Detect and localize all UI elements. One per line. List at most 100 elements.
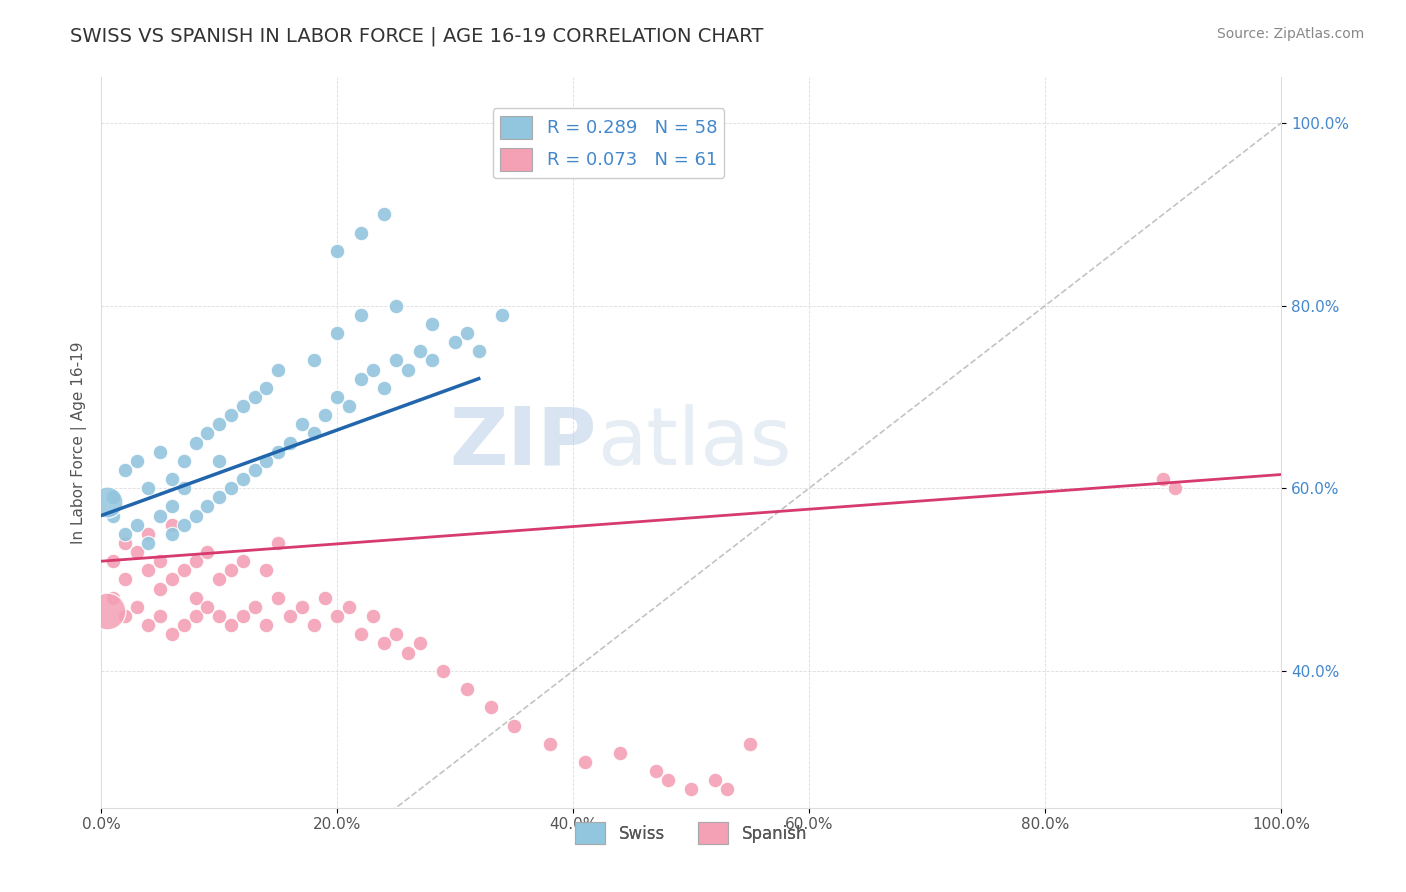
Point xyxy=(361,609,384,624)
Point xyxy=(291,599,314,614)
Point xyxy=(114,609,136,624)
Point xyxy=(160,472,183,486)
Point xyxy=(184,591,207,605)
Point xyxy=(373,381,395,395)
Text: SWISS VS SPANISH IN LABOR FORCE | AGE 16-19 CORRELATION CHART: SWISS VS SPANISH IN LABOR FORCE | AGE 16… xyxy=(70,27,763,46)
Point xyxy=(479,700,502,714)
Point xyxy=(195,599,218,614)
Point xyxy=(208,417,231,432)
Point xyxy=(160,526,183,541)
Point xyxy=(160,627,183,641)
Point xyxy=(195,500,218,514)
Point xyxy=(114,526,136,541)
Point xyxy=(195,426,218,441)
Point xyxy=(278,435,301,450)
Point xyxy=(125,599,148,614)
Point xyxy=(208,491,231,505)
Point xyxy=(125,545,148,559)
Point xyxy=(173,563,195,577)
Point xyxy=(491,308,513,322)
Text: Source: ZipAtlas.com: Source: ZipAtlas.com xyxy=(1216,27,1364,41)
Point xyxy=(173,517,195,532)
Point xyxy=(456,326,478,340)
Point xyxy=(208,609,231,624)
Point xyxy=(385,353,408,368)
Point xyxy=(302,353,325,368)
Point xyxy=(101,491,124,505)
Point xyxy=(254,618,277,632)
Point xyxy=(101,591,124,605)
Point xyxy=(644,764,666,779)
Point xyxy=(149,609,172,624)
Point xyxy=(609,746,631,760)
Point xyxy=(173,481,195,495)
Point xyxy=(1152,472,1174,486)
Point xyxy=(114,536,136,550)
Point xyxy=(373,636,395,650)
Point xyxy=(302,426,325,441)
Point xyxy=(254,381,277,395)
Point xyxy=(208,573,231,587)
Point xyxy=(160,573,183,587)
Point xyxy=(232,609,254,624)
Point xyxy=(114,573,136,587)
Point xyxy=(243,463,266,477)
Point xyxy=(254,454,277,468)
Point xyxy=(432,664,454,678)
Point xyxy=(101,508,124,523)
Point xyxy=(149,508,172,523)
Point xyxy=(385,627,408,641)
Point xyxy=(740,737,762,751)
Point xyxy=(1164,481,1187,495)
Point xyxy=(420,353,443,368)
Point xyxy=(314,591,336,605)
Point xyxy=(232,399,254,413)
Point xyxy=(574,755,596,769)
Point xyxy=(184,554,207,568)
Point xyxy=(160,500,183,514)
Point xyxy=(291,417,314,432)
Point xyxy=(657,773,679,788)
Text: atlas: atlas xyxy=(596,403,792,482)
Point xyxy=(254,563,277,577)
Point xyxy=(149,582,172,596)
Point xyxy=(314,408,336,422)
Legend: Swiss, Spanish: Swiss, Spanish xyxy=(568,815,814,850)
Point xyxy=(538,737,561,751)
Point xyxy=(326,244,349,258)
Point xyxy=(267,362,290,376)
Point xyxy=(195,545,218,559)
Point xyxy=(467,344,489,359)
Point xyxy=(114,463,136,477)
Point xyxy=(184,609,207,624)
Point xyxy=(219,408,242,422)
Point xyxy=(337,399,360,413)
Point xyxy=(125,517,148,532)
Point xyxy=(420,317,443,331)
Point xyxy=(337,599,360,614)
Point xyxy=(173,618,195,632)
Point xyxy=(136,618,159,632)
Point xyxy=(409,636,432,650)
Point xyxy=(326,326,349,340)
Point xyxy=(267,536,290,550)
Point xyxy=(373,207,395,221)
Point xyxy=(503,718,526,732)
Point xyxy=(396,646,419,660)
Point xyxy=(243,390,266,404)
Point xyxy=(96,604,118,618)
Point xyxy=(208,454,231,468)
Point xyxy=(184,508,207,523)
Point xyxy=(444,335,467,350)
Point xyxy=(136,563,159,577)
Point xyxy=(350,226,373,240)
Point xyxy=(149,554,172,568)
Point xyxy=(96,495,118,509)
Point xyxy=(326,390,349,404)
Point xyxy=(173,454,195,468)
Point xyxy=(703,773,725,788)
Point xyxy=(267,444,290,458)
Point xyxy=(302,618,325,632)
Y-axis label: In Labor Force | Age 16-19: In Labor Force | Age 16-19 xyxy=(72,342,87,544)
Point xyxy=(361,362,384,376)
